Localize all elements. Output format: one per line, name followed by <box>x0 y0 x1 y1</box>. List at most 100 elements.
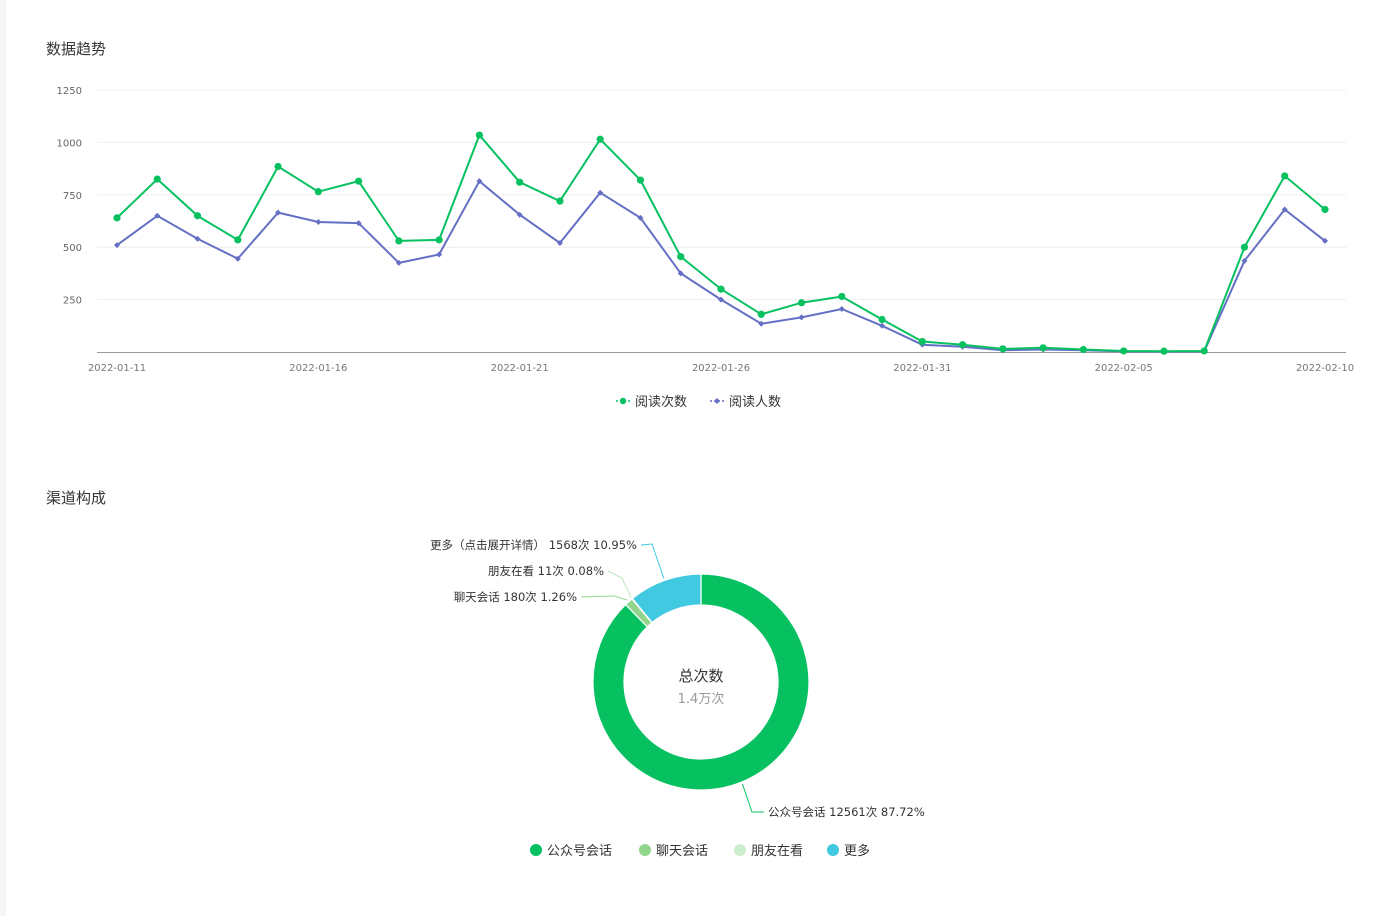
legend-item-0[interactable]: 阅读次数 <box>616 394 687 410</box>
series-1-point <box>234 255 241 262</box>
slice-leader-line <box>640 543 665 579</box>
series-1-point <box>1241 257 1248 264</box>
series-0-point <box>717 285 725 293</box>
legend-marker-circle <box>619 397 627 405</box>
donut-center-value: 1.4万次 <box>678 691 725 707</box>
series-0-point <box>999 345 1007 353</box>
series-line-1 <box>116 179 1326 353</box>
line-chart: 250 500 750 1000 1250 2022-01-11 2022-01-16 202… <box>57 86 1355 410</box>
slice-label-0: 公众号会话 12561次 87.72% <box>768 805 925 819</box>
y-tick-label: 500 <box>63 243 82 254</box>
series-1-point <box>476 178 483 185</box>
series-0-point <box>193 212 202 220</box>
series-0-point <box>918 337 926 346</box>
series-0-point <box>516 178 524 186</box>
series-0-point <box>113 214 121 222</box>
series-0-point <box>314 188 322 196</box>
pie-legend-item-3[interactable]: 更多 <box>827 843 870 859</box>
series-1-point <box>315 219 322 226</box>
legend-label: 阅读次数 <box>635 394 687 410</box>
series-1-point <box>677 270 684 277</box>
series-1-point <box>838 306 845 313</box>
x-tick-label: 2022-01-21 <box>491 363 549 374</box>
pie-legend-item-0[interactable]: 公众号会话 <box>530 844 612 859</box>
slice-label-1: 聊天会话 180次 1.26% <box>454 590 577 604</box>
series-1-point <box>798 314 805 321</box>
series-1-point <box>637 214 644 221</box>
series-1-point <box>1322 237 1328 244</box>
series-0-point <box>797 299 806 307</box>
series-0-point <box>153 175 161 183</box>
series-0-point <box>596 135 604 143</box>
pie-legend-item-1[interactable]: 聊天会话 <box>639 844 708 859</box>
trend-section-title: 数据趋势 <box>46 40 107 58</box>
series-1-point <box>718 296 724 303</box>
series-1-point <box>879 322 886 329</box>
series-0-point <box>1321 205 1329 214</box>
series-0-point <box>1160 347 1168 355</box>
pie-legend-label: 更多 <box>844 843 870 859</box>
series-0-point <box>1120 347 1128 355</box>
x-tick-label: 2022-01-11 <box>88 363 146 374</box>
y-tick-label: 750 <box>63 191 82 202</box>
series-1-point <box>114 242 120 249</box>
donut-slice-0[interactable] <box>592 573 810 791</box>
series-1-point <box>758 320 765 327</box>
legend-marker-diamond <box>714 398 720 404</box>
x-tick-label: 2022-02-10 <box>1296 363 1354 374</box>
series-1-point <box>556 240 563 247</box>
x-tick-label: 2022-02-05 <box>1095 363 1153 374</box>
x-tick-label: 2022-01-16 <box>289 363 347 374</box>
series-0-point <box>1281 172 1289 180</box>
channel-section-title: 渠道构成 <box>46 489 107 507</box>
pie-legend-label: 聊天会话 <box>656 844 708 859</box>
series-0-point <box>435 236 443 244</box>
series-1-point <box>436 251 443 258</box>
series-0-point <box>1240 243 1249 251</box>
donut-center-title: 总次数 <box>678 667 723 685</box>
pie-legend-item-2[interactable]: 朋友在看 <box>734 843 803 859</box>
series-0-point <box>1039 344 1047 352</box>
x-tick-label: 2022-01-26 <box>692 363 750 374</box>
series-1-point <box>516 211 523 218</box>
page-left-edge <box>0 0 6 916</box>
pie-legend-dot <box>530 844 542 856</box>
slice-label-3[interactable]: 更多（点击展开详情） 1568次 10.95% <box>430 538 637 552</box>
y-tick-label: 1000 <box>57 138 82 149</box>
series-1-point <box>355 220 362 227</box>
legend-item-1[interactable]: 阅读人数 <box>710 395 781 410</box>
slice-leader-line <box>580 595 628 601</box>
series-0-point <box>1079 345 1087 354</box>
pie-legend-dot <box>827 844 839 856</box>
series-0-point <box>234 236 242 244</box>
pie-legend-label: 公众号会话 <box>547 844 612 859</box>
pie-legend-dot <box>639 844 651 856</box>
donut-slice-3[interactable] <box>631 573 702 624</box>
series-1-point <box>597 189 604 196</box>
series-0-point <box>878 315 886 324</box>
series-0-point <box>355 177 363 185</box>
legend-label: 阅读人数 <box>729 395 781 410</box>
series-0-point <box>757 310 765 318</box>
series-1-point <box>154 212 161 219</box>
x-tick-label: 2022-01-31 <box>893 363 951 374</box>
pie-legend-label: 朋友在看 <box>751 843 803 859</box>
series-1-point <box>194 235 201 242</box>
pie-legend-dot <box>734 844 746 856</box>
series-1-point <box>275 209 282 216</box>
slice-label-2: 朋友在看 11次 0.08% <box>488 564 604 578</box>
series-0-point <box>959 341 967 349</box>
series-0-point <box>556 197 564 205</box>
y-tick-label: 250 <box>63 296 82 307</box>
series-0-point <box>636 176 645 184</box>
series-line-0 <box>116 133 1326 353</box>
series-0-point <box>395 237 403 245</box>
series-1-point <box>1281 206 1288 213</box>
series-1-point <box>395 259 402 266</box>
slice-leader-line <box>607 570 632 598</box>
series-0-point <box>1200 347 1208 355</box>
series-0-point <box>838 292 846 301</box>
series-0-point <box>274 162 282 171</box>
series-0-point <box>475 131 483 139</box>
